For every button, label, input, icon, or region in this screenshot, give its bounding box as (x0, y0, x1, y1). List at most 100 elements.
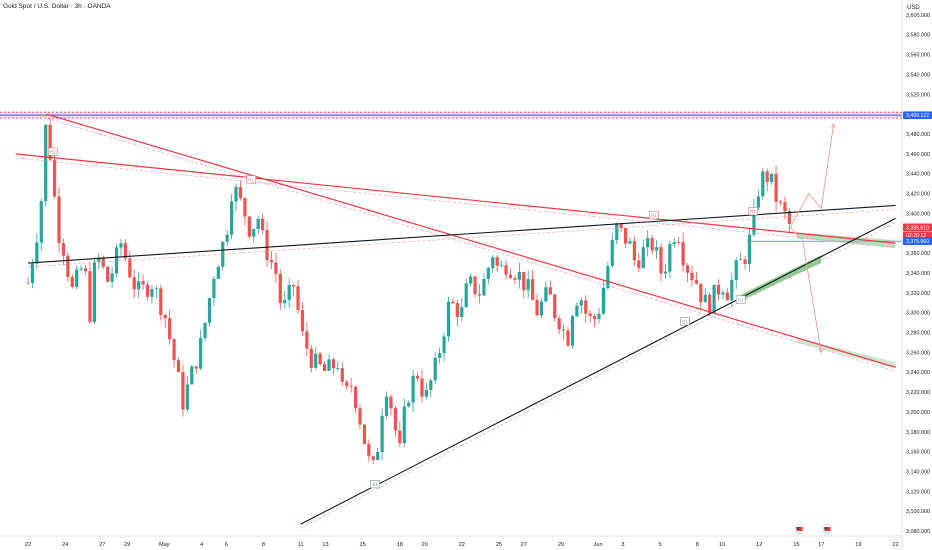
y-tick-label: 3,580.000 (906, 33, 930, 39)
candle-body (734, 260, 738, 281)
candle-body (500, 265, 504, 266)
candle-body (88, 271, 92, 322)
candle-body (628, 241, 632, 244)
candle-body (243, 198, 247, 217)
x-tick-label: Jun (594, 542, 603, 548)
candle-body (48, 124, 52, 160)
trendline-neckline (27, 204, 896, 264)
candle-body (739, 259, 743, 261)
pivot-label-r1: R1 (748, 207, 758, 216)
candle-body (70, 276, 74, 287)
x-tick-label: 22 (25, 542, 31, 548)
candle-body (725, 292, 729, 301)
pivot-label-box (735, 295, 746, 304)
candle-body (345, 381, 349, 387)
y-tick-label: 3,080.000 (906, 529, 930, 535)
y-tick-label: 3,240.000 (906, 370, 930, 376)
x-tick-label: May (159, 542, 170, 548)
candle-body (504, 265, 508, 275)
candle-body (230, 201, 234, 235)
x-tick-label: 29 (124, 542, 130, 548)
candle-body (588, 313, 592, 317)
candle-body (566, 330, 570, 346)
pivot-label-text: R1 (651, 213, 657, 218)
candle-body (677, 242, 681, 243)
candle-body (234, 186, 238, 202)
candle-body (424, 389, 428, 397)
candle-body (442, 336, 446, 354)
currency-label: USD (907, 5, 920, 11)
candle-body (513, 278, 517, 280)
candle-body (203, 322, 207, 339)
trendline-dashed-resistance-1 (15, 157, 896, 248)
candle-body (398, 430, 402, 444)
candle-body (646, 237, 650, 248)
y-tick-label: 3,140.000 (906, 469, 930, 475)
candle-body (730, 280, 734, 301)
x-tick-label: 15 (360, 542, 366, 548)
candle-body (106, 266, 110, 282)
price-tag-bg (903, 223, 932, 232)
price-tag-bg (903, 111, 932, 119)
y-tick-label: 3,320.000 (906, 291, 930, 297)
candle-body (61, 243, 66, 256)
x-tick-label: 25 (496, 542, 502, 548)
candle-body (668, 244, 672, 272)
price-tag-text: 3,375.960 (906, 239, 929, 245)
candle-body (362, 424, 367, 444)
projection-arrowhead (818, 348, 823, 354)
x-tick-label: 15 (793, 542, 799, 548)
candle-body (393, 408, 397, 431)
x-tick-label: 22 (459, 542, 465, 548)
x-tick-label: 24 (62, 542, 68, 548)
pivot-label-text: S1 (372, 482, 378, 487)
candle-body (305, 331, 309, 349)
candle-body (623, 227, 628, 244)
x-tick-label: 20 (421, 542, 427, 548)
candle-body (123, 243, 127, 259)
y-tick-label: 3,460.000 (906, 152, 930, 158)
candle-body (699, 283, 703, 303)
candle-body (508, 274, 513, 279)
y-tick-label: 3,100.000 (906, 509, 930, 515)
candle-body (185, 384, 189, 410)
candle-body (44, 124, 48, 202)
candle-body (336, 368, 340, 369)
candle-body (79, 268, 83, 270)
candle-body (296, 286, 300, 311)
price-tag: 3,375.960 (903, 237, 932, 245)
x-tick-label: 4 (200, 542, 203, 548)
y-tick-label: 3,560.000 (906, 53, 930, 59)
pivot-label-r1: R1 (47, 147, 58, 156)
price-tag-text: 3,499.122 (906, 113, 929, 119)
candle-body (517, 272, 521, 280)
candle-body (756, 196, 760, 208)
candle-body (579, 300, 583, 306)
candle-body (52, 159, 57, 197)
candle-body (353, 386, 358, 409)
candle-body (615, 223, 619, 240)
y-tick-label: 3,120.000 (906, 489, 930, 495)
candle-body (278, 273, 282, 304)
candle-body (340, 368, 344, 382)
y-tick-label: 3,300.000 (906, 311, 930, 317)
candle-body (407, 402, 411, 407)
candle-body (681, 242, 685, 266)
candle-body (150, 289, 154, 297)
x-tick-label: 3 (621, 542, 624, 548)
candle-body (783, 202, 787, 211)
x-tick-label: 8 (696, 542, 699, 548)
candle-body (597, 313, 601, 320)
candle-body (482, 278, 486, 296)
candle-body (592, 316, 597, 320)
candle-body (712, 284, 716, 314)
candle-body (154, 288, 158, 290)
projection-bullish-path (789, 124, 835, 228)
y-tick-label: 3,600.000 (906, 13, 930, 19)
flag-canton (824, 527, 827, 529)
candle-body (632, 241, 637, 261)
y-tick-label: 3,520.000 (906, 92, 930, 98)
candle-body (685, 265, 690, 273)
candles (26, 118, 791, 464)
price-tag: 3,385.610 (903, 223, 932, 232)
